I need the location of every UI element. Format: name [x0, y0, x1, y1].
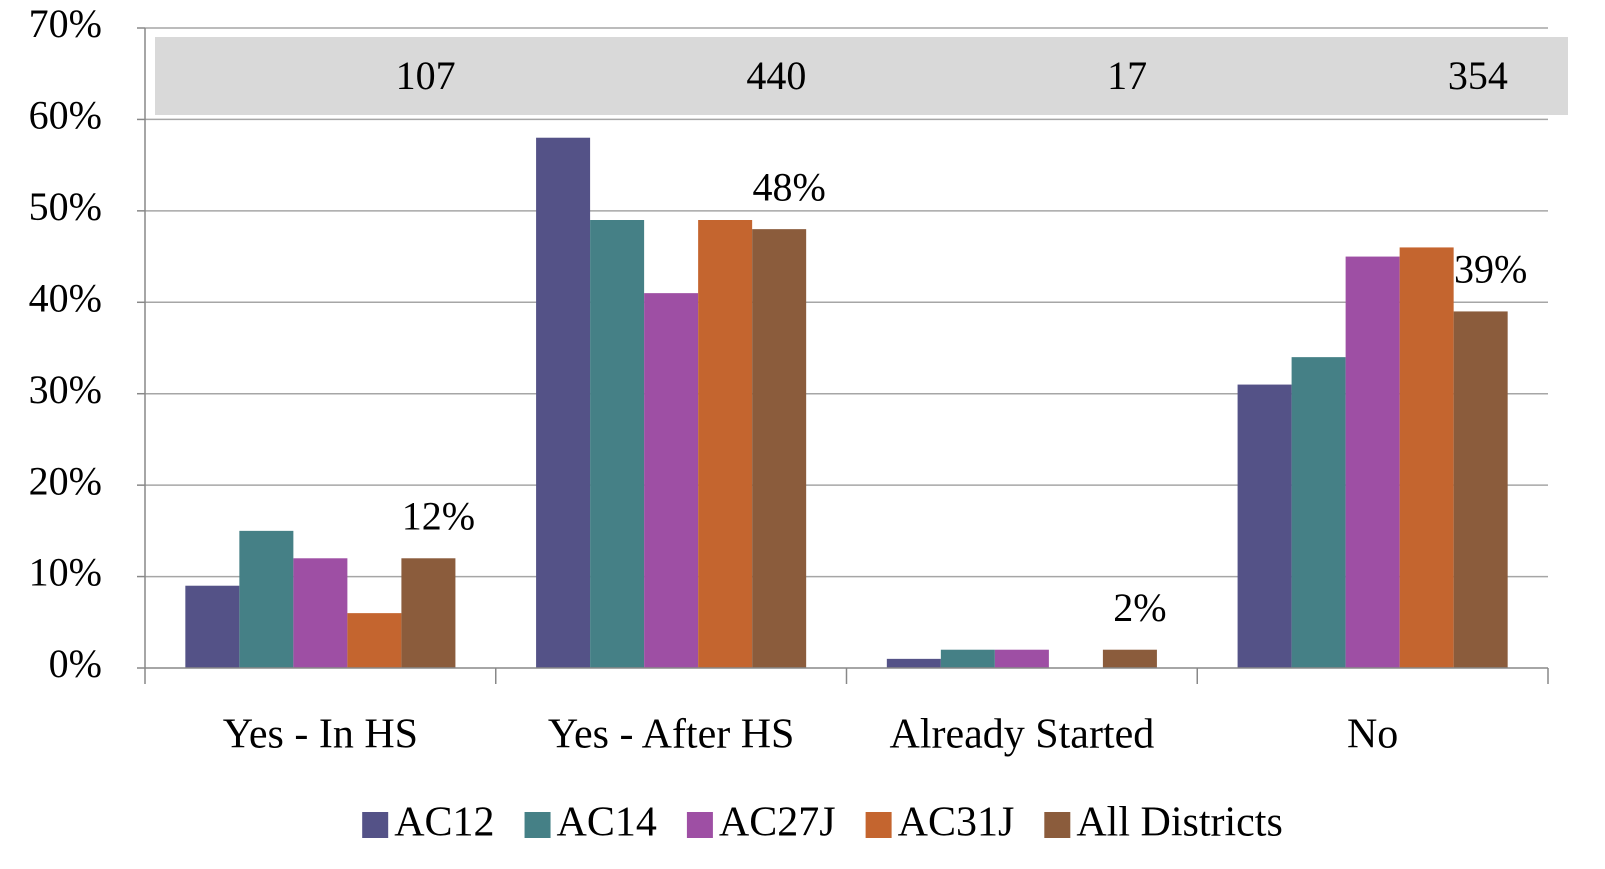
y-tick-label: 60% — [29, 93, 102, 138]
count-label: 354 — [1448, 53, 1508, 98]
bar — [752, 229, 807, 668]
bar — [401, 558, 456, 668]
legend-label: AC14 — [557, 800, 657, 846]
bar — [1345, 256, 1400, 668]
bar — [347, 613, 402, 668]
bar — [293, 558, 348, 668]
count-label: 107 — [396, 53, 456, 98]
bar — [590, 220, 645, 668]
bar — [698, 220, 753, 668]
value-label: 2% — [1113, 585, 1166, 630]
legend-swatch — [686, 812, 713, 838]
y-tick-label: 50% — [29, 184, 102, 229]
count-label: 440 — [746, 53, 806, 98]
x-tick-label: Yes - In HS — [223, 712, 418, 758]
legend-swatch — [865, 812, 892, 838]
y-tick-label: 40% — [29, 275, 102, 320]
count-band — [155, 37, 1568, 115]
bar — [1102, 649, 1157, 668]
bar — [1291, 357, 1346, 668]
x-tick-label: Already Started — [890, 712, 1155, 758]
count-label: 17 — [1107, 53, 1147, 98]
bar — [185, 585, 240, 668]
bar — [1237, 384, 1292, 668]
legend-label: AC27J — [719, 800, 836, 846]
value-label: 48% — [752, 164, 825, 209]
y-tick-label: 20% — [29, 458, 102, 503]
bar — [239, 530, 294, 668]
legend-swatch — [362, 812, 389, 838]
bar — [644, 293, 699, 668]
x-tick-label: No — [1347, 712, 1398, 758]
bar — [886, 658, 941, 668]
bar — [1453, 311, 1508, 668]
bar — [536, 137, 591, 668]
y-tick-label: 0% — [49, 641, 102, 686]
legend-swatch — [524, 812, 551, 838]
legend-label: AC31J — [898, 800, 1015, 846]
y-tick-label: 10% — [29, 550, 102, 595]
legend-swatch — [1044, 812, 1071, 838]
legend-label: All Districts — [1076, 800, 1283, 846]
bar — [994, 649, 1049, 668]
y-tick-label: 30% — [29, 367, 102, 412]
value-label: 12% — [402, 493, 475, 538]
bar — [1399, 247, 1454, 668]
y-tick-label: 70% — [29, 1, 102, 46]
value-label: 39% — [1454, 247, 1527, 292]
legend-label: AC12 — [394, 800, 494, 846]
legend: AC12 AC14 AC27J AC31J All Districts — [362, 800, 1283, 846]
x-tick-label: Yes - After HS — [548, 712, 795, 758]
bar — [940, 649, 995, 668]
